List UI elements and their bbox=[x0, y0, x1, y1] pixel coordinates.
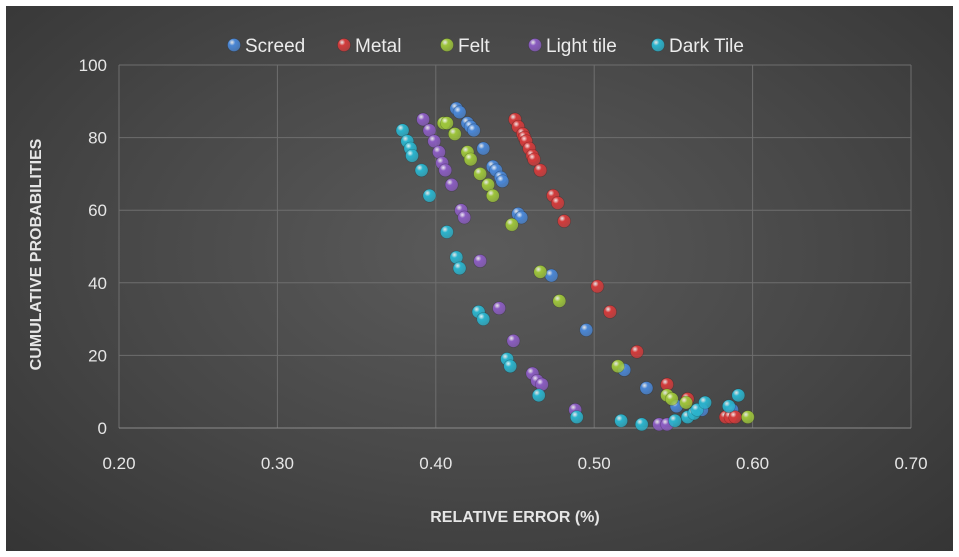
data-point-felt bbox=[679, 395, 693, 410]
data-point-metal bbox=[630, 344, 644, 359]
data-point-metal bbox=[550, 196, 565, 210]
legend-label: Light tile bbox=[546, 36, 617, 57]
x-tick-label: 0.20 bbox=[102, 454, 135, 473]
data-point-dark-tile bbox=[569, 410, 584, 424]
data-point-metal bbox=[533, 163, 548, 178]
data-point-light-tile bbox=[444, 177, 459, 192]
data-point-screed bbox=[495, 174, 510, 188]
chart-area bbox=[6, 6, 953, 551]
data-point-dark-tile bbox=[531, 388, 546, 403]
data-point-screed bbox=[452, 105, 467, 119]
data-point-dark-tile bbox=[440, 225, 454, 239]
x-tick-label: 0.30 bbox=[261, 454, 294, 473]
legend-label: Dark Tile bbox=[669, 36, 744, 57]
legend-marker bbox=[651, 38, 665, 52]
legend-label: Felt bbox=[458, 36, 490, 57]
data-point-screed bbox=[639, 381, 654, 395]
legend-marker bbox=[440, 38, 454, 52]
data-point-dark-tile bbox=[722, 399, 736, 414]
data-point-screed bbox=[579, 323, 594, 337]
data-point-screed bbox=[514, 210, 529, 225]
y-tick-label: 20 bbox=[88, 346, 107, 365]
legend-label: Metal bbox=[355, 36, 401, 57]
x-tick-label: 0.60 bbox=[736, 454, 769, 473]
y-axis-title: CUMULATIVE PROBABILITIES bbox=[28, 138, 45, 370]
data-point-felt bbox=[463, 152, 478, 167]
data-points bbox=[395, 101, 755, 432]
data-point-felt bbox=[505, 217, 519, 232]
legend-marker bbox=[227, 38, 241, 52]
data-point-felt bbox=[552, 294, 567, 308]
data-point-dark-tile bbox=[698, 395, 712, 410]
data-point-screed bbox=[467, 123, 481, 138]
data-point-dark-tile bbox=[731, 388, 746, 403]
legend-marker bbox=[337, 38, 351, 52]
data-point-light-tile bbox=[473, 254, 487, 268]
data-point-metal bbox=[603, 305, 617, 319]
data-point-light-tile bbox=[506, 334, 521, 348]
data-point-light-tile bbox=[416, 112, 430, 127]
data-point-dark-tile bbox=[614, 413, 628, 428]
data-point-felt bbox=[473, 167, 487, 181]
data-point-felt bbox=[486, 188, 500, 203]
data-point-dark-tile bbox=[634, 417, 649, 432]
data-point-light-tile bbox=[438, 163, 453, 178]
legend-marker bbox=[528, 38, 542, 52]
data-point-felt bbox=[448, 127, 462, 141]
data-point-light-tile bbox=[492, 301, 506, 316]
gridlines bbox=[118, 64, 912, 429]
data-point-dark-tile bbox=[422, 188, 437, 203]
legend-label: Screed bbox=[245, 36, 305, 57]
data-point-metal bbox=[557, 214, 571, 228]
x-tick-label: 0.40 bbox=[419, 454, 452, 473]
axes: 0 20 40 60 80 100 0.20 0.30 0.40 0.50 0.60 0.70 bbox=[79, 56, 928, 473]
x-tick-label: 0.70 bbox=[894, 454, 927, 473]
x-tick-label: 0.50 bbox=[578, 454, 611, 473]
y-tick-label: 60 bbox=[88, 201, 107, 220]
data-point-felt bbox=[533, 265, 548, 279]
y-tick-label: 100 bbox=[79, 56, 107, 75]
y-tick-label: 0 bbox=[98, 419, 107, 438]
data-point-metal bbox=[590, 279, 605, 294]
data-point-dark-tile bbox=[414, 163, 429, 178]
data-point-felt bbox=[440, 116, 454, 130]
y-tick-label: 80 bbox=[88, 129, 107, 148]
x-axis-title: RELATIVE ERROR (%) bbox=[430, 509, 599, 526]
data-point-felt bbox=[741, 410, 755, 424]
data-point-dark-tile bbox=[476, 312, 491, 326]
data-point-dark-tile bbox=[405, 148, 419, 163]
y-tick-label: 40 bbox=[88, 274, 107, 293]
data-point-felt bbox=[611, 359, 625, 374]
data-point-dark-tile bbox=[452, 261, 467, 276]
legend: Screed Metal Felt Light tile Dark Tile bbox=[227, 36, 744, 57]
data-point-felt bbox=[665, 392, 679, 406]
data-point-dark-tile bbox=[503, 359, 518, 374]
data-point-dark-tile bbox=[668, 413, 682, 428]
data-point-light-tile bbox=[457, 210, 472, 225]
data-point-screed bbox=[476, 141, 491, 156]
data-point-metal bbox=[527, 152, 541, 167]
